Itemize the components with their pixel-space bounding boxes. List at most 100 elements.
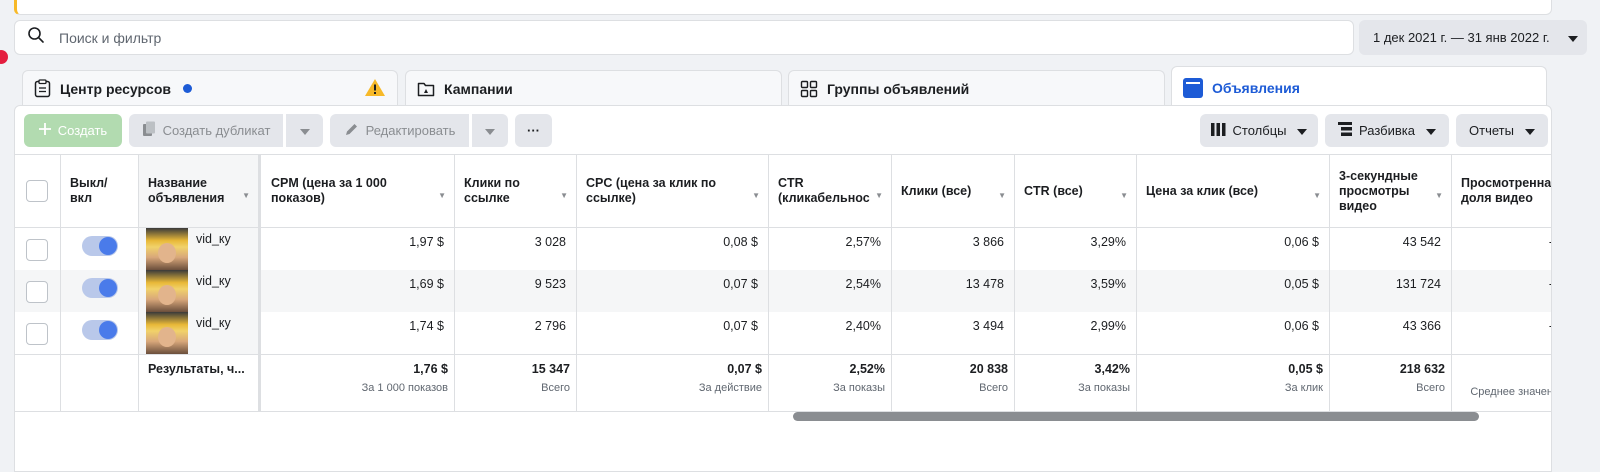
delivery-toggle[interactable] <box>82 320 118 340</box>
ad-thumbnail <box>146 228 188 270</box>
table-row[interactable]: vid_ку 1,69 $ 9 523 0,07 $ 2,54% 13 478 … <box>15 270 1551 312</box>
column-divider <box>454 154 455 412</box>
views3s-cell: 131 724 <box>1395 277 1441 291</box>
date-range-label: 1 дек 2021 г. — 31 янв 2022 г. <box>1373 30 1550 45</box>
frozen-column-divider <box>258 154 261 412</box>
copy-icon <box>142 121 156 140</box>
search-bar[interactable] <box>14 20 1354 55</box>
plus-icon <box>38 123 51 138</box>
clipboard-icon <box>34 79 51 98</box>
ctr-cell: 2,57% <box>845 235 881 249</box>
clicks-all-cell: 3 494 <box>972 319 1004 333</box>
columns-button[interactable]: Столбцы <box>1200 114 1318 147</box>
create-button[interactable]: Создать <box>24 114 122 147</box>
column-header-cpm[interactable]: CPM (цена за 1 000 показов) ▼ <box>271 176 446 205</box>
columns-icon <box>1210 122 1226 139</box>
duplicate-button[interactable]: Создать дубликат <box>129 114 283 147</box>
date-range-picker[interactable]: 1 дек 2021 г. — 31 янв 2022 г. <box>1359 20 1587 55</box>
column-header-cpc[interactable]: CPC (цена за клик по ссылке) ▼ <box>586 176 760 205</box>
column-divider <box>1136 154 1137 412</box>
column-header-ctr[interactable]: CTR (кликабельнос ▼ <box>778 176 883 205</box>
ctr-cell: 2,40% <box>845 319 881 333</box>
row-checkbox[interactable] <box>26 323 48 345</box>
tab-resource-center[interactable]: Центр ресурсов <box>22 70 398 106</box>
link-clicks-cell: 3 028 <box>534 235 566 249</box>
edit-button[interactable]: Редактировать <box>330 114 469 147</box>
column-divider <box>891 154 892 412</box>
total-cpc-all: 0,05 $ За клик <box>1284 362 1323 394</box>
row-checkbox[interactable] <box>26 239 48 261</box>
viewed-share-cell: - <box>1451 312 1551 354</box>
column-header-name[interactable]: Название объявления ▼ <box>138 155 258 227</box>
tab-ad-sets[interactable]: Группы объявлений <box>788 70 1165 106</box>
ctr-all-cell: 3,59% <box>1090 277 1126 291</box>
unread-dot-icon <box>182 84 192 93</box>
ad-icon <box>1183 77 1203 98</box>
ad-name-link[interactable]: vid_ку <box>196 274 231 288</box>
notification-banner <box>14 0 1552 15</box>
total-ctr-all: 3,42% За показы <box>1078 362 1130 394</box>
breakdown-icon <box>1338 122 1353 139</box>
clicks-all-cell: 3 866 <box>972 235 1004 249</box>
horizontal-scrollbar[interactable] <box>793 412 1479 421</box>
sort-icon: ▼ <box>998 191 1006 200</box>
sort-icon: ▼ <box>1313 191 1321 200</box>
tab-ads[interactable]: Объявления <box>1171 66 1547 108</box>
total-viewed-share: Среднее значен <box>1470 386 1552 398</box>
grid-icon <box>800 80 818 98</box>
column-header-ctr-all[interactable]: CTR (все) ▼ <box>1014 155 1136 227</box>
cpm-cell: 1,97 $ <box>409 235 444 249</box>
reports-button[interactable]: Отчеты <box>1456 114 1548 147</box>
total-cpm: 1,76 $ За 1 000 показов <box>361 362 448 394</box>
ad-name-link[interactable]: vid_ку <box>196 232 231 246</box>
tab-campaigns[interactable]: Кампании <box>405 70 782 106</box>
views3s-cell: 43 542 <box>1402 235 1441 249</box>
edit-dropdown-button[interactable] <box>472 114 508 147</box>
more-icon: ··· <box>527 123 540 138</box>
select-all-checkbox[interactable] <box>26 180 48 202</box>
cpc-all-cell: 0,05 $ <box>1284 277 1319 291</box>
column-divider <box>1451 154 1452 412</box>
column-divider <box>1329 154 1330 412</box>
table-row[interactable]: vid_ку 1,97 $ 3 028 0,08 $ 2,57% 3 866 3… <box>15 228 1551 270</box>
table-row[interactable]: vid_ку 1,74 $ 2 796 0,07 $ 2,40% 3 494 2… <box>15 312 1551 354</box>
chevron-down-icon <box>299 123 310 138</box>
results-row: Результаты, ч... 1,76 $ За 1 000 показов … <box>15 354 1552 412</box>
ctr-cell: 2,54% <box>845 277 881 291</box>
table-header: Выкл/ вкл Название объявления ▼ CPM (цена… <box>15 154 1552 228</box>
column-header-cpc-all[interactable]: Цена за клик (все) ▼ <box>1136 155 1329 227</box>
more-button[interactable]: ··· <box>515 114 552 147</box>
viewed-share-cell: - <box>1451 228 1551 270</box>
cpc-cell: 0,07 $ <box>723 277 758 291</box>
cpm-cell: 1,69 $ <box>409 277 444 291</box>
pencil-icon <box>344 122 359 140</box>
column-header-3s-views[interactable]: 3-секундные просмотры видео ▼ <box>1339 168 1443 213</box>
cpc-all-cell: 0,06 $ <box>1284 319 1319 333</box>
delivery-toggle[interactable] <box>82 236 118 256</box>
link-clicks-cell: 9 523 <box>534 277 566 291</box>
total-clicks-all: 20 838 Всего <box>969 362 1008 394</box>
toggle-knob <box>99 237 117 255</box>
sort-icon: ▼ <box>1435 191 1443 200</box>
column-header-viewed-share[interactable]: Просмотренна доля видео <box>1461 176 1552 205</box>
chevron-down-icon <box>1297 123 1308 138</box>
column-divider <box>138 154 139 412</box>
toggle-knob <box>99 321 117 339</box>
duplicate-dropdown-button[interactable] <box>286 114 323 147</box>
total-link-clicks: 15 347 Всего <box>531 362 570 394</box>
search-input[interactable] <box>59 29 959 46</box>
column-header-clicks-all[interactable]: Клики (все) ▼ <box>891 155 1014 227</box>
breakdown-button[interactable]: Разбивка <box>1325 114 1449 147</box>
ad-name-link[interactable]: vid_ку <box>196 316 231 330</box>
ctr-all-cell: 2,99% <box>1090 319 1126 333</box>
tab-label: Центр ресурсов <box>60 80 171 97</box>
toggle-knob <box>99 279 117 297</box>
ad-thumbnail <box>146 312 188 354</box>
delivery-toggle[interactable] <box>82 278 118 298</box>
column-header-link-clicks[interactable]: Клики по ссылке ▼ <box>464 176 568 205</box>
cpc-all-cell: 0,06 $ <box>1284 235 1319 249</box>
column-header-toggle[interactable]: Выкл/ вкл <box>70 176 108 205</box>
row-checkbox[interactable] <box>26 281 48 303</box>
sort-icon: ▼ <box>438 191 446 200</box>
results-label-cell: Результаты, ч... <box>148 362 245 376</box>
